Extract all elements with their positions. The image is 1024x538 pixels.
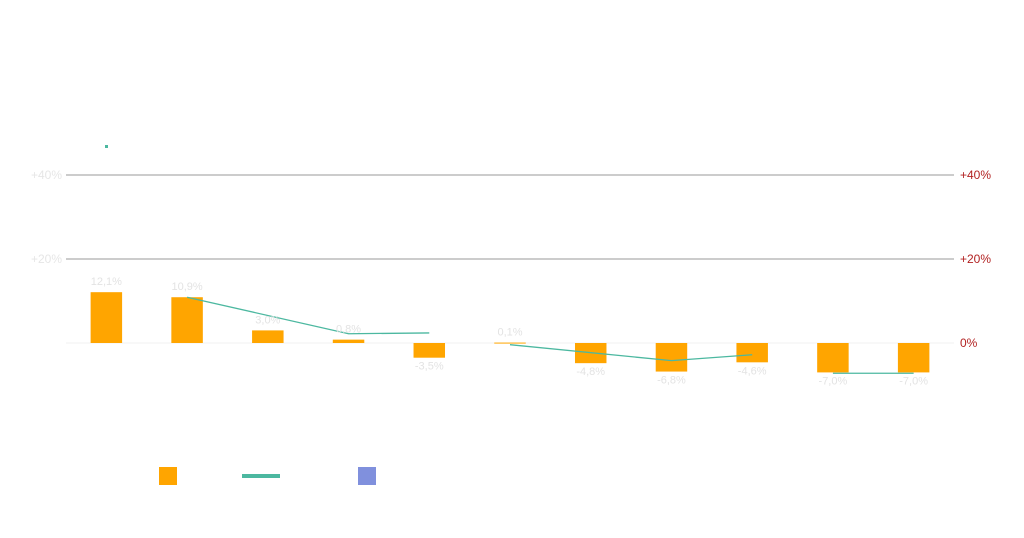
left-tick-label-0: +40% — [31, 168, 62, 182]
data-labels: 12,1% 10,9% 3,0% 0,8% -3,5% 0,1% -4,8% -6,8% -4,… — [91, 276, 928, 387]
bar-3 — [332, 339, 365, 343]
bar-9 — [817, 343, 849, 373]
bar-value-label-0: 12,1% — [91, 276, 122, 288]
right-axis-ticks: +40% +20% 0% — [960, 168, 991, 350]
bar-5 — [494, 342, 526, 344]
series-marker-dot — [105, 145, 108, 148]
legend-swatch-1 — [242, 474, 280, 478]
bar-1 — [171, 297, 203, 343]
legend-swatch-0 — [159, 467, 177, 485]
bar-value-label-7: -6,8% — [657, 375, 686, 387]
right-tick-label-0: +40% — [960, 168, 991, 182]
bar-value-label-10: -7,0% — [899, 375, 928, 387]
bar-value-label-5: 0,1% — [497, 327, 522, 339]
legend — [159, 467, 376, 485]
bar-value-label-3: 0,8% — [336, 324, 361, 336]
bar-value-label-2: 3,0% — [255, 314, 280, 326]
right-tick-label-2: 0% — [960, 336, 978, 350]
bar-8 — [736, 343, 768, 363]
bar-value-label-6: -4,8% — [576, 366, 605, 378]
bar-0 — [90, 292, 123, 343]
bar-7 — [655, 343, 688, 372]
bar-value-label-9: -7,0% — [819, 375, 848, 387]
bar-series — [90, 292, 930, 373]
bar-value-label-4: -3,5% — [415, 361, 444, 373]
bar-4 — [413, 343, 446, 358]
line-segment-0 — [186, 296, 430, 335]
bar-value-label-1: 10,9% — [171, 281, 202, 293]
line-segment-1 — [509, 344, 753, 362]
bar-value-label-8: -4,6% — [738, 365, 767, 377]
legend-swatch-2 — [358, 467, 376, 485]
left-axis-ticks: +40% +20% — [31, 168, 62, 266]
right-tick-label-1: +20% — [960, 252, 991, 266]
line-series — [186, 296, 914, 374]
bar-10 — [897, 343, 930, 373]
bar-2 — [252, 330, 284, 343]
left-tick-label-1: +20% — [31, 252, 62, 266]
